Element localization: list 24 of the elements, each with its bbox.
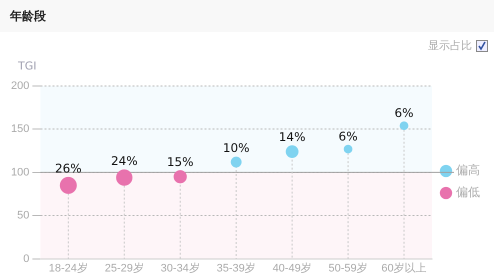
y-tick-label: 200	[10, 80, 30, 92]
text: 显示占比	[428, 38, 472, 53]
y-axis-title: TGI	[17, 59, 36, 72]
annotation: 6%	[394, 106, 414, 120]
annotation: 6%	[338, 129, 358, 144]
annotation: 24%	[110, 154, 138, 168]
x-tick-label: 30-34岁	[160, 262, 200, 274]
x-tick-label: 18-24岁	[48, 262, 88, 274]
annotation: 14%	[278, 130, 306, 144]
x-tick-label: 25-29岁	[104, 262, 144, 274]
y-tick-label: 150	[10, 123, 30, 136]
x-tick-label: 40-49岁	[272, 262, 312, 274]
chart-title: 年龄段	[0, 0, 494, 32]
y-tick-label: 0	[23, 252, 30, 265]
y-tick-label: 50	[17, 210, 30, 222]
x-tick-label: 50-59岁	[328, 262, 368, 274]
legend-label: 偏低	[456, 185, 480, 200]
annotation: 26%	[54, 161, 82, 176]
annotation: 15%	[166, 154, 194, 169]
y-tick-label: 100	[10, 166, 30, 178]
annotation: 10%	[222, 141, 250, 156]
x-tick-label: 60岁以上	[381, 261, 427, 274]
x-tick-label: 35-39岁	[216, 262, 256, 274]
legend-label: 偏高	[456, 163, 480, 178]
